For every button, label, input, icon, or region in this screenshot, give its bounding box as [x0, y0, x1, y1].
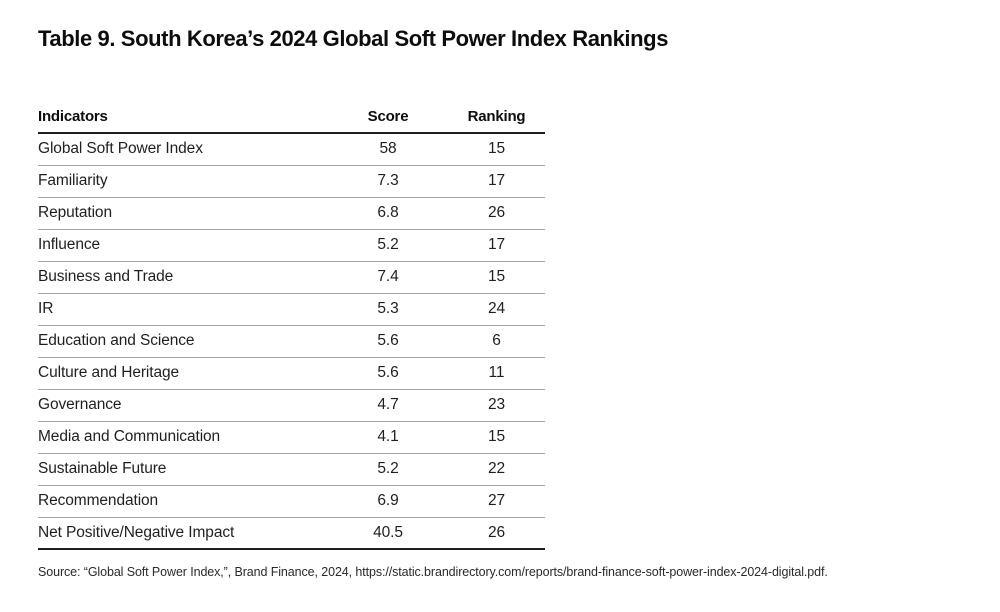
- cell-ranking: 17: [448, 229, 545, 262]
- cell-indicator: Culture and Heritage: [38, 357, 328, 390]
- table-row: Business and Trade 7.4 15: [38, 261, 545, 294]
- table-row: Recommendation 6.9 27: [38, 485, 545, 518]
- cell-indicator: Sustainable Future: [38, 453, 328, 486]
- table-row: Media and Communication 4.1 15: [38, 421, 545, 454]
- cell-ranking: 23: [448, 389, 545, 422]
- table-row: Reputation 6.8 26: [38, 197, 545, 230]
- table-row: Education and Science 5.6 6: [38, 325, 545, 358]
- column-header-ranking: Ranking: [448, 104, 545, 134]
- cell-score: 5.6: [328, 325, 448, 358]
- cell-ranking: 15: [448, 133, 545, 166]
- cell-ranking: 11: [448, 357, 545, 390]
- cell-indicator: Governance: [38, 389, 328, 422]
- table-header: Indicators Score Ranking: [38, 104, 545, 134]
- cell-score: 5.3: [328, 293, 448, 326]
- table-row: Culture and Heritage 5.6 11: [38, 357, 545, 390]
- cell-score: 6.8: [328, 197, 448, 230]
- cell-ranking: 27: [448, 485, 545, 518]
- cell-ranking: 15: [448, 261, 545, 294]
- cell-indicator: Familiarity: [38, 165, 328, 198]
- cell-ranking: 24: [448, 293, 545, 326]
- table-row: Influence 5.2 17: [38, 229, 545, 262]
- table-body: Global Soft Power Index 58 15 Familiarity 7.…: [38, 133, 545, 550]
- column-header-indicators: Indicators: [38, 104, 328, 134]
- cell-indicator: Global Soft Power Index: [38, 133, 328, 166]
- cell-ranking: 15: [448, 421, 545, 454]
- source-note: Source: “Global Soft Power Index,”, Bran…: [38, 565, 828, 579]
- column-header-score: Score: [328, 104, 448, 134]
- cell-ranking: 17: [448, 165, 545, 198]
- table-row: Sustainable Future 5.2 22: [38, 453, 545, 486]
- cell-score: 40.5: [328, 517, 448, 550]
- cell-indicator: Recommendation: [38, 485, 328, 518]
- cell-score: 7.4: [328, 261, 448, 294]
- cell-score: 6.9: [328, 485, 448, 518]
- cell-score: 5.2: [328, 229, 448, 262]
- cell-indicator: Business and Trade: [38, 261, 328, 294]
- cell-indicator: Influence: [38, 229, 328, 262]
- table-row: Global Soft Power Index 58 15: [38, 133, 545, 166]
- cell-score: 5.6: [328, 357, 448, 390]
- cell-score: 7.3: [328, 165, 448, 198]
- cell-ranking: 26: [448, 197, 545, 230]
- cell-score: 4.7: [328, 389, 448, 422]
- table-row: Governance 4.7 23: [38, 389, 545, 422]
- cell-ranking: 26: [448, 517, 545, 550]
- cell-indicator: Education and Science: [38, 325, 328, 358]
- table-row: IR 5.3 24: [38, 293, 545, 326]
- cell-indicator: IR: [38, 293, 328, 326]
- cell-score: 5.2: [328, 453, 448, 486]
- cell-ranking: 6: [448, 325, 545, 358]
- cell-indicator: Net Positive/Negative Impact: [38, 517, 328, 550]
- table-title: Table 9. South Korea’s 2024 Global Soft …: [38, 26, 669, 51]
- cell-indicator: Reputation: [38, 197, 328, 230]
- cell-score: 4.1: [328, 421, 448, 454]
- table-row: Familiarity 7.3 17: [38, 165, 545, 198]
- cell-ranking: 22: [448, 453, 545, 486]
- table-row: Net Positive/Negative Impact 40.5 26: [38, 517, 545, 550]
- cell-score: 58: [328, 133, 448, 166]
- rankings-table: Indicators Score Ranking Global Soft Pow…: [38, 104, 545, 550]
- header-row: Indicators Score Ranking: [38, 104, 545, 134]
- cell-indicator: Media and Communication: [38, 421, 328, 454]
